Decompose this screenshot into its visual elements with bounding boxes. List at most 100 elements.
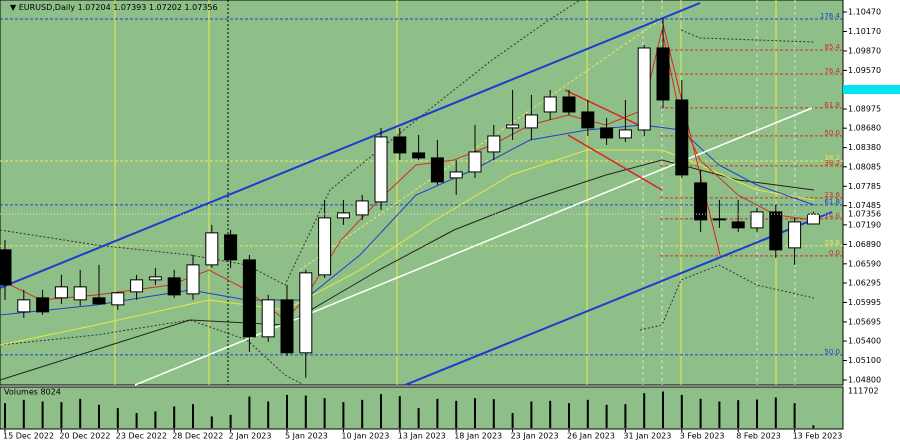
trend-line xyxy=(567,134,663,191)
candle-body xyxy=(750,211,764,229)
bollinger-upper xyxy=(0,0,581,286)
candle-body xyxy=(92,297,106,305)
candle-body xyxy=(355,200,369,216)
candle-body xyxy=(581,111,595,129)
x-tick-label: 18 Jan 2023 xyxy=(454,432,502,440)
candle-body xyxy=(336,212,350,219)
x-tick-label: 13 Feb 2023 xyxy=(793,432,843,440)
x-tick-label: 26 Jan 2023 xyxy=(567,432,615,440)
fib-label: 23.6 xyxy=(824,191,840,199)
trend-line xyxy=(661,19,721,256)
x-tick-label: 23 Dec 2022 xyxy=(116,432,167,440)
y-tick-label: 111702 xyxy=(848,387,879,396)
x-tick-label: 23 Jan 2023 xyxy=(511,432,559,440)
y-tick-label: 1.09870 xyxy=(848,46,881,55)
trend-line xyxy=(564,89,646,129)
candle-body xyxy=(656,47,670,101)
candle-body xyxy=(130,279,144,293)
bollinger-upper xyxy=(680,29,815,43)
x-tick-label: 5 Jan 2023 xyxy=(285,432,328,440)
indicators xyxy=(0,0,833,386)
candle-body xyxy=(54,286,68,299)
ask-box xyxy=(843,85,900,94)
x-tick-label: 31 Jan 2023 xyxy=(623,432,671,440)
candle-body xyxy=(17,299,31,313)
candle-body xyxy=(318,217,332,276)
y-tick-label: 1.10470 xyxy=(848,8,881,17)
candle-body xyxy=(562,96,576,113)
candle-body xyxy=(36,297,50,313)
x-tick-label: 2 Jan 2023 xyxy=(229,432,272,440)
y-tick-label: 1.05400 xyxy=(848,337,881,346)
fib-label: 50.0 xyxy=(824,129,840,137)
fib-label: 38.2 xyxy=(824,159,840,167)
volume-panel xyxy=(0,386,844,430)
indicator-line xyxy=(299,19,661,271)
y-tick-label: 1.10170 xyxy=(848,27,881,36)
fib-label: 0.0 xyxy=(829,249,840,257)
candle-body xyxy=(506,124,520,129)
y-tick-label: 1.06890 xyxy=(848,240,881,249)
y-tick-label: 1.06590 xyxy=(848,259,881,268)
candle-body xyxy=(374,136,388,203)
y-tick-label: 1.04800 xyxy=(848,376,881,385)
candle-body xyxy=(769,211,783,251)
fib-label: 176.4 xyxy=(820,12,841,20)
chart-title: ▼ EURUSD,Daily 1.07204 1.07393 1.07202 1… xyxy=(10,3,218,12)
y-tick-label: 1.05695 xyxy=(848,317,881,326)
x-tick-label: 10 Jan 2023 xyxy=(341,432,389,440)
candle-body xyxy=(731,221,745,229)
fib-label: 76.4 xyxy=(824,67,840,75)
candle-body xyxy=(430,157,444,183)
candle-body xyxy=(524,114,538,129)
candle-body xyxy=(487,135,501,153)
candle-body xyxy=(637,47,651,131)
candle-body xyxy=(186,264,200,295)
candle-body xyxy=(242,259,256,338)
candle-body xyxy=(412,152,426,159)
channel-upper xyxy=(0,2,701,289)
y-tick-label: 1.07485 xyxy=(848,201,881,210)
candle-body xyxy=(393,136,407,154)
fib-label: 38.2 xyxy=(824,154,840,162)
x-tick-label: 3 Feb 2023 xyxy=(680,432,725,440)
candle-body xyxy=(712,218,726,221)
candle-body xyxy=(618,129,632,139)
candle-body xyxy=(205,232,219,266)
fib-label: 14.6 xyxy=(824,212,840,220)
trend-line xyxy=(134,107,813,386)
candle-body xyxy=(694,182,708,221)
candle-body xyxy=(261,299,275,338)
candle-body xyxy=(111,292,125,306)
y-tick-label: 1.05100 xyxy=(848,356,881,365)
candle-body xyxy=(280,299,294,354)
volume-title: Volumes 8024 xyxy=(4,388,61,397)
candle-body xyxy=(468,151,482,173)
y-tick-label: 1.09570 xyxy=(848,66,881,75)
x-tick-label: 8 Feb 2023 xyxy=(736,432,781,440)
y-tick-label: 1.08680 xyxy=(848,124,881,133)
y-tick-label: 1.08380 xyxy=(848,143,881,152)
candle-body xyxy=(148,276,162,281)
candle-body xyxy=(449,171,463,179)
candle-body xyxy=(806,213,820,225)
candle-body xyxy=(675,99,689,176)
y-tick-label: 1.08975 xyxy=(848,105,881,114)
candle-body xyxy=(224,234,238,261)
price-box xyxy=(844,209,900,219)
y-tick-label: 1.07190 xyxy=(848,220,881,229)
fib-label: 50.0 xyxy=(824,348,840,356)
fib-label: 61.8 xyxy=(824,198,840,206)
bollinger-lower xyxy=(0,319,305,386)
candle-body xyxy=(167,277,181,296)
x-tick-label: 20 Dec 2022 xyxy=(59,432,110,440)
y-tick-label: 1.07785 xyxy=(848,182,881,191)
y-tick-label: 1.05995 xyxy=(848,298,881,307)
candle-body xyxy=(788,221,802,249)
bollinger-lower xyxy=(639,264,815,331)
price-label: 1.07356 xyxy=(848,210,881,219)
channel-lower xyxy=(404,211,833,386)
candle-body xyxy=(73,286,87,301)
candle-body xyxy=(0,249,12,286)
